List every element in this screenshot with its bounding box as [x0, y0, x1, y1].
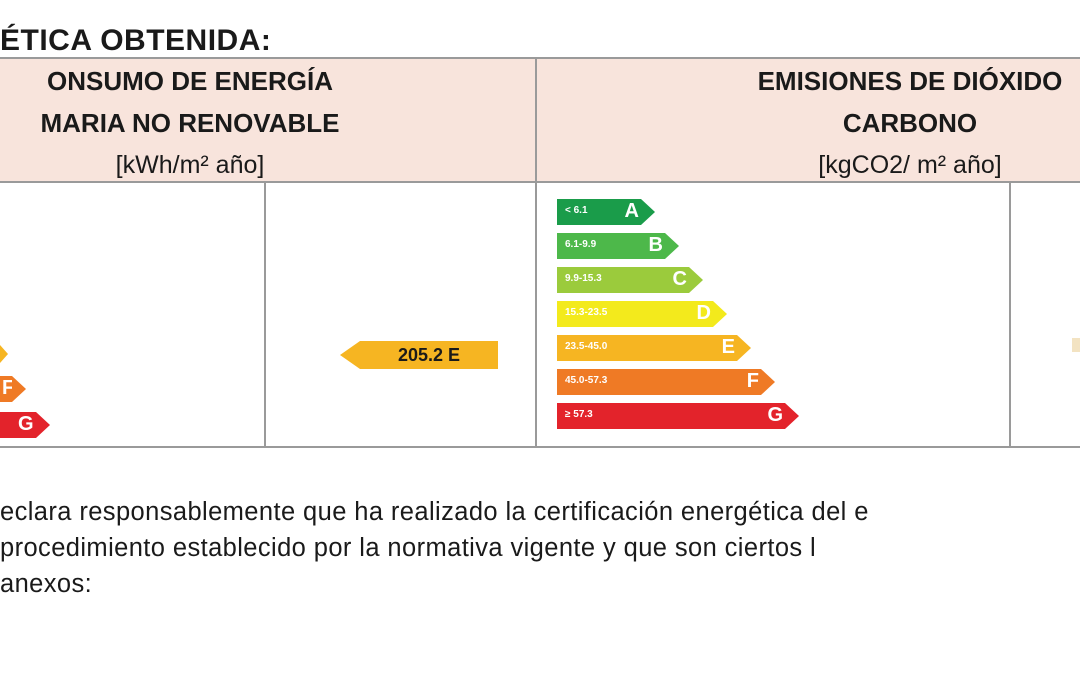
partial-bar-g-letter: G — [18, 413, 34, 435]
co2-rating-letter: B — [648, 234, 663, 256]
primary-energy-header: ONSUMO DE ENERGÍA MARIA NO RENOVABLE [kW… — [0, 60, 440, 186]
co2-rating-range: ≥ 57.3 — [565, 409, 593, 420]
partial-bar-g: G — [0, 412, 50, 438]
co2-emissions-header: EMISIONES DE DIÓXIDO CARBONO [kgCO2/ m² … — [660, 60, 1080, 186]
co2-rating-letter: E — [721, 336, 735, 358]
co2-rating-bar-b: 6.1-9.9 B — [557, 233, 679, 259]
co2-emissions-header-line2: CARBONO — [842, 108, 978, 138]
partial-co2-indicator — [1072, 338, 1080, 352]
co2-rating-range: < 6.1 — [565, 205, 588, 216]
declaration-line-2: procedimiento establecido por la normati… — [0, 534, 817, 562]
primary-energy-header-line2: MARIA NO RENOVABLE — [40, 108, 340, 138]
co2-rating-range: 6.1-9.9 — [565, 239, 597, 250]
declaration-line-3: anexos: — [0, 570, 93, 598]
co2-rating-letter: F — [746, 370, 759, 392]
co2-emissions-header-line1: EMISIONES DE DIÓXIDO — [757, 66, 1063, 96]
table-subcolumn-divider-right — [1009, 181, 1011, 448]
co2-rating-bar-a: < 6.1 A — [557, 199, 655, 225]
table-subcolumn-divider-left — [264, 181, 266, 448]
table-column-divider — [535, 57, 537, 448]
partial-bar-e — [0, 345, 8, 363]
section-title: ÉTICA OBTENIDA: — [0, 24, 272, 57]
table-header-background — [0, 58, 1080, 181]
co2-rating-range: 45.0-57.3 — [565, 375, 608, 386]
partial-bar-f: F — [0, 376, 26, 402]
declaration-paragraph: eclara responsablemente que ha realizado… — [0, 494, 1080, 602]
table-top-border — [0, 57, 1080, 59]
co2-rating-letter: C — [672, 268, 687, 290]
primary-energy-unit: [kWh/m² año] — [115, 151, 265, 179]
co2-rating-letter: G — [767, 404, 783, 426]
co2-rating-scale: < 6.1 A 6.1-9.9 B 9.9-15.3 C 15.3-23.5 D 23.5-45… — [557, 199, 817, 441]
co2-rating-range: 15.3-23.5 — [565, 307, 608, 318]
table-bottom-border — [0, 446, 1080, 448]
co2-rating-range: 23.5-45.0 — [565, 341, 608, 352]
co2-rating-bar-f: 45.0-57.3 F — [557, 369, 775, 395]
partial-bar-f-letter: F — [2, 377, 15, 399]
co2-rating-range: 9.9-15.3 — [565, 273, 602, 284]
co2-emissions-unit: [kgCO2/ m² año] — [818, 151, 1002, 179]
primary-energy-indicator-arrow — [340, 341, 360, 369]
co2-rating-bar-g: ≥ 57.3 G — [557, 403, 799, 429]
declaration-line-1: eclara responsablemente que ha realizado… — [0, 498, 869, 526]
co2-rating-bar-c: 9.9-15.3 C — [557, 267, 703, 293]
primary-energy-header-line1: ONSUMO DE ENERGÍA — [46, 66, 334, 96]
co2-rating-bar-d: 15.3-23.5 D — [557, 301, 727, 327]
co2-rating-letter: D — [696, 302, 711, 324]
co2-rating-letter: A — [624, 200, 639, 222]
primary-energy-indicator: 205.2 E — [360, 341, 498, 369]
co2-rating-bar-e: 23.5-45.0 E — [557, 335, 751, 361]
table-header-divider — [0, 181, 1080, 183]
